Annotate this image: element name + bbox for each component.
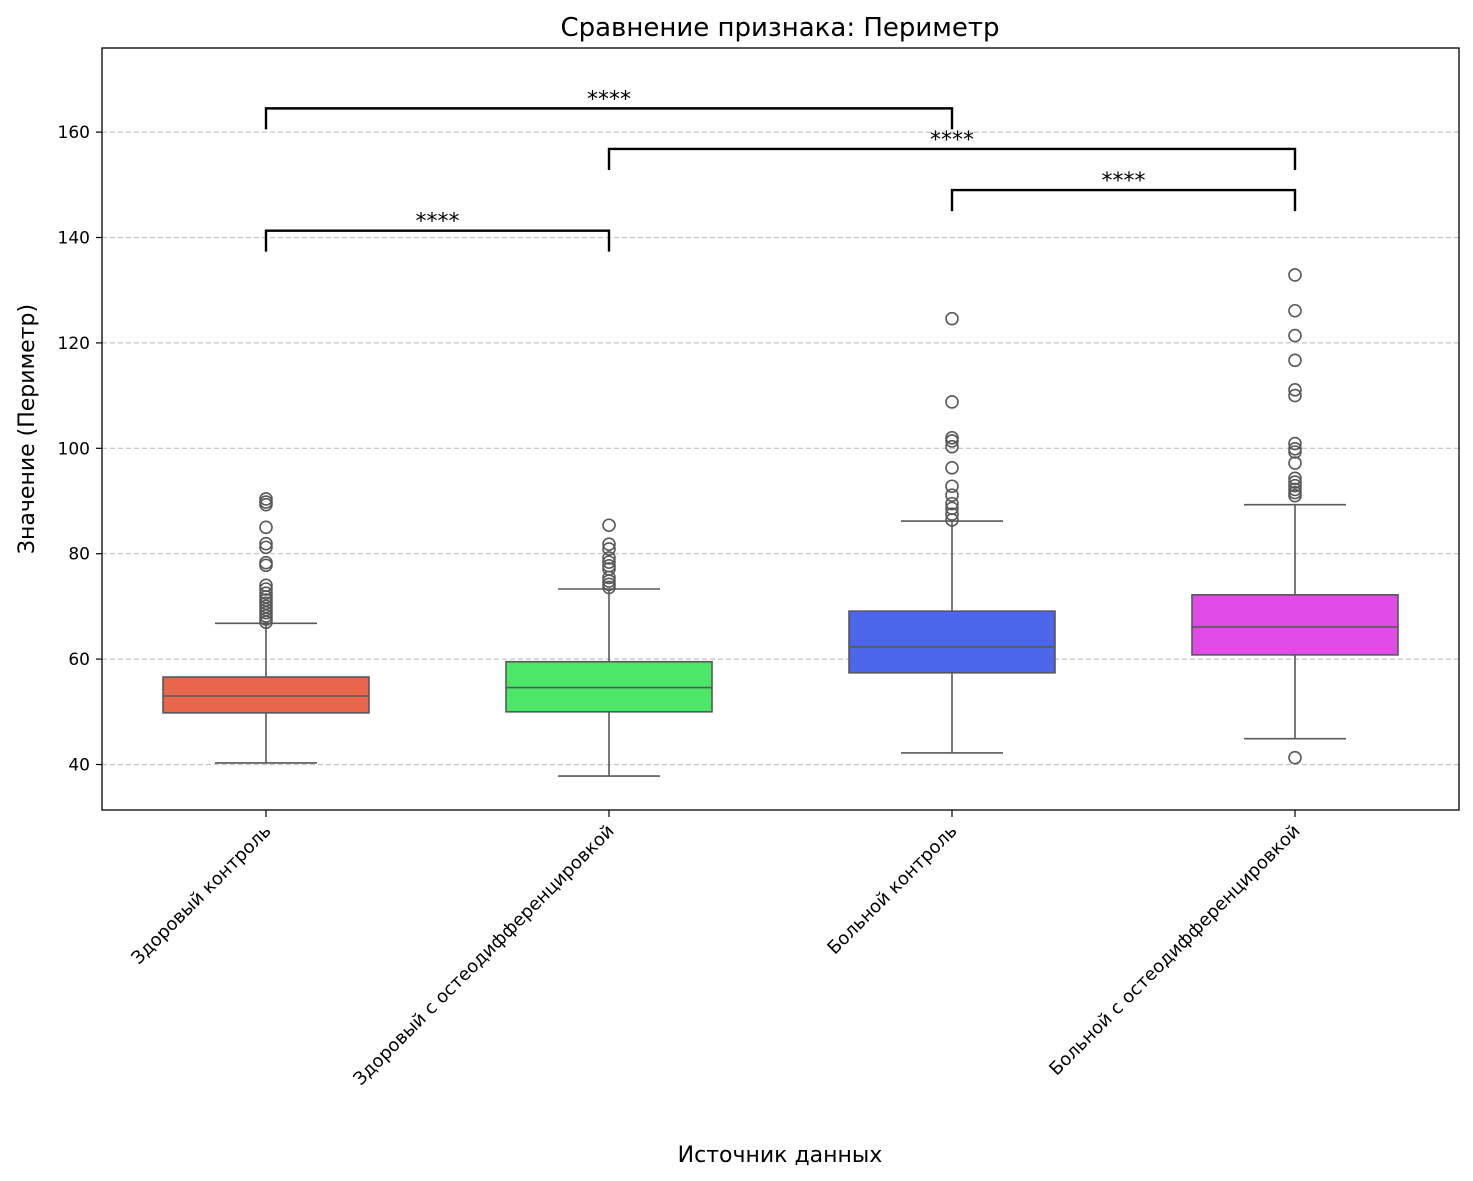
outlier-point	[259, 540, 273, 555]
outlier-point	[1288, 482, 1302, 497]
significance-bracket: ****	[607, 128, 1297, 170]
outlier-point	[602, 551, 616, 565]
outlier-point	[1288, 328, 1302, 343]
outlier-point	[259, 586, 273, 601]
outlier-point	[259, 536, 273, 551]
outlier-point	[1288, 383, 1302, 397]
significance-label: ****	[416, 210, 460, 235]
outlier-point	[602, 518, 616, 533]
y-tick-label: 60	[68, 650, 90, 670]
box-group	[1191, 268, 1399, 765]
bracket-line	[264, 229, 611, 252]
bracket-line	[950, 188, 1297, 212]
outlier-point	[945, 479, 959, 494]
grid-layer	[102, 131, 1459, 766]
outlier-point	[945, 430, 959, 445]
y-tick-label: 120	[58, 334, 90, 354]
outlier-point	[259, 492, 273, 506]
outlier-point	[259, 555, 273, 570]
box-iqr	[1191, 594, 1399, 656]
outlier-point	[259, 578, 273, 593]
plot-frame	[101, 47, 1460, 811]
significance-bracket: ****	[264, 210, 611, 252]
x-axis-label: Источник данных	[678, 1143, 883, 1168]
chart-title: Сравнение признака: Периметр	[560, 13, 999, 43]
outlier-point	[259, 582, 273, 596]
outlier-point	[945, 460, 959, 475]
outlier-point	[1288, 436, 1302, 451]
box-group	[505, 518, 713, 777]
bracket-line	[607, 147, 1297, 170]
outlier-point	[945, 311, 959, 326]
significance-label: ****	[930, 128, 974, 153]
outlier-point	[1288, 478, 1302, 493]
box-group	[162, 492, 370, 764]
outlier-point	[945, 439, 959, 454]
significance-bracket: ****	[950, 169, 1297, 212]
outlier-point	[945, 496, 959, 511]
significance-bracket: ****	[264, 87, 954, 130]
bracket-line	[264, 107, 954, 130]
outlier-point	[1288, 388, 1302, 403]
y-tick-label: 140	[58, 229, 90, 249]
y-tick-label: 160	[58, 123, 90, 143]
outlier-point	[945, 507, 959, 521]
outlier-point	[602, 559, 616, 573]
outlier-point	[1288, 471, 1302, 486]
box-layer	[162, 268, 1399, 777]
significance-label: ****	[1102, 169, 1146, 194]
box-iqr	[848, 610, 1056, 674]
y-tick-label: 80	[68, 545, 90, 565]
outlier-point	[1288, 750, 1302, 765]
annotation-layer: **** **** **** ****	[264, 87, 1297, 252]
outlier-point	[259, 520, 273, 535]
outlier-point	[1288, 303, 1302, 318]
y-axis-label: Значение (Периметр)	[15, 304, 40, 554]
box-group	[848, 311, 1056, 754]
box-iqr	[162, 676, 370, 714]
outlier-point	[1288, 268, 1302, 282]
significance-label: ****	[587, 87, 631, 112]
outlier-point	[945, 501, 959, 516]
outlier-point	[1288, 353, 1302, 368]
outlier-point	[945, 488, 959, 503]
outlier-point	[945, 395, 959, 409]
y-tick-label: 40	[68, 756, 90, 776]
outlier-point	[602, 555, 616, 569]
outlier-point	[602, 542, 616, 556]
outlier-point	[1288, 442, 1302, 456]
outlier-point	[602, 537, 616, 552]
outlier-point	[1288, 475, 1302, 489]
outlier-point	[1288, 456, 1302, 470]
y-tick-label: 100	[58, 439, 90, 459]
